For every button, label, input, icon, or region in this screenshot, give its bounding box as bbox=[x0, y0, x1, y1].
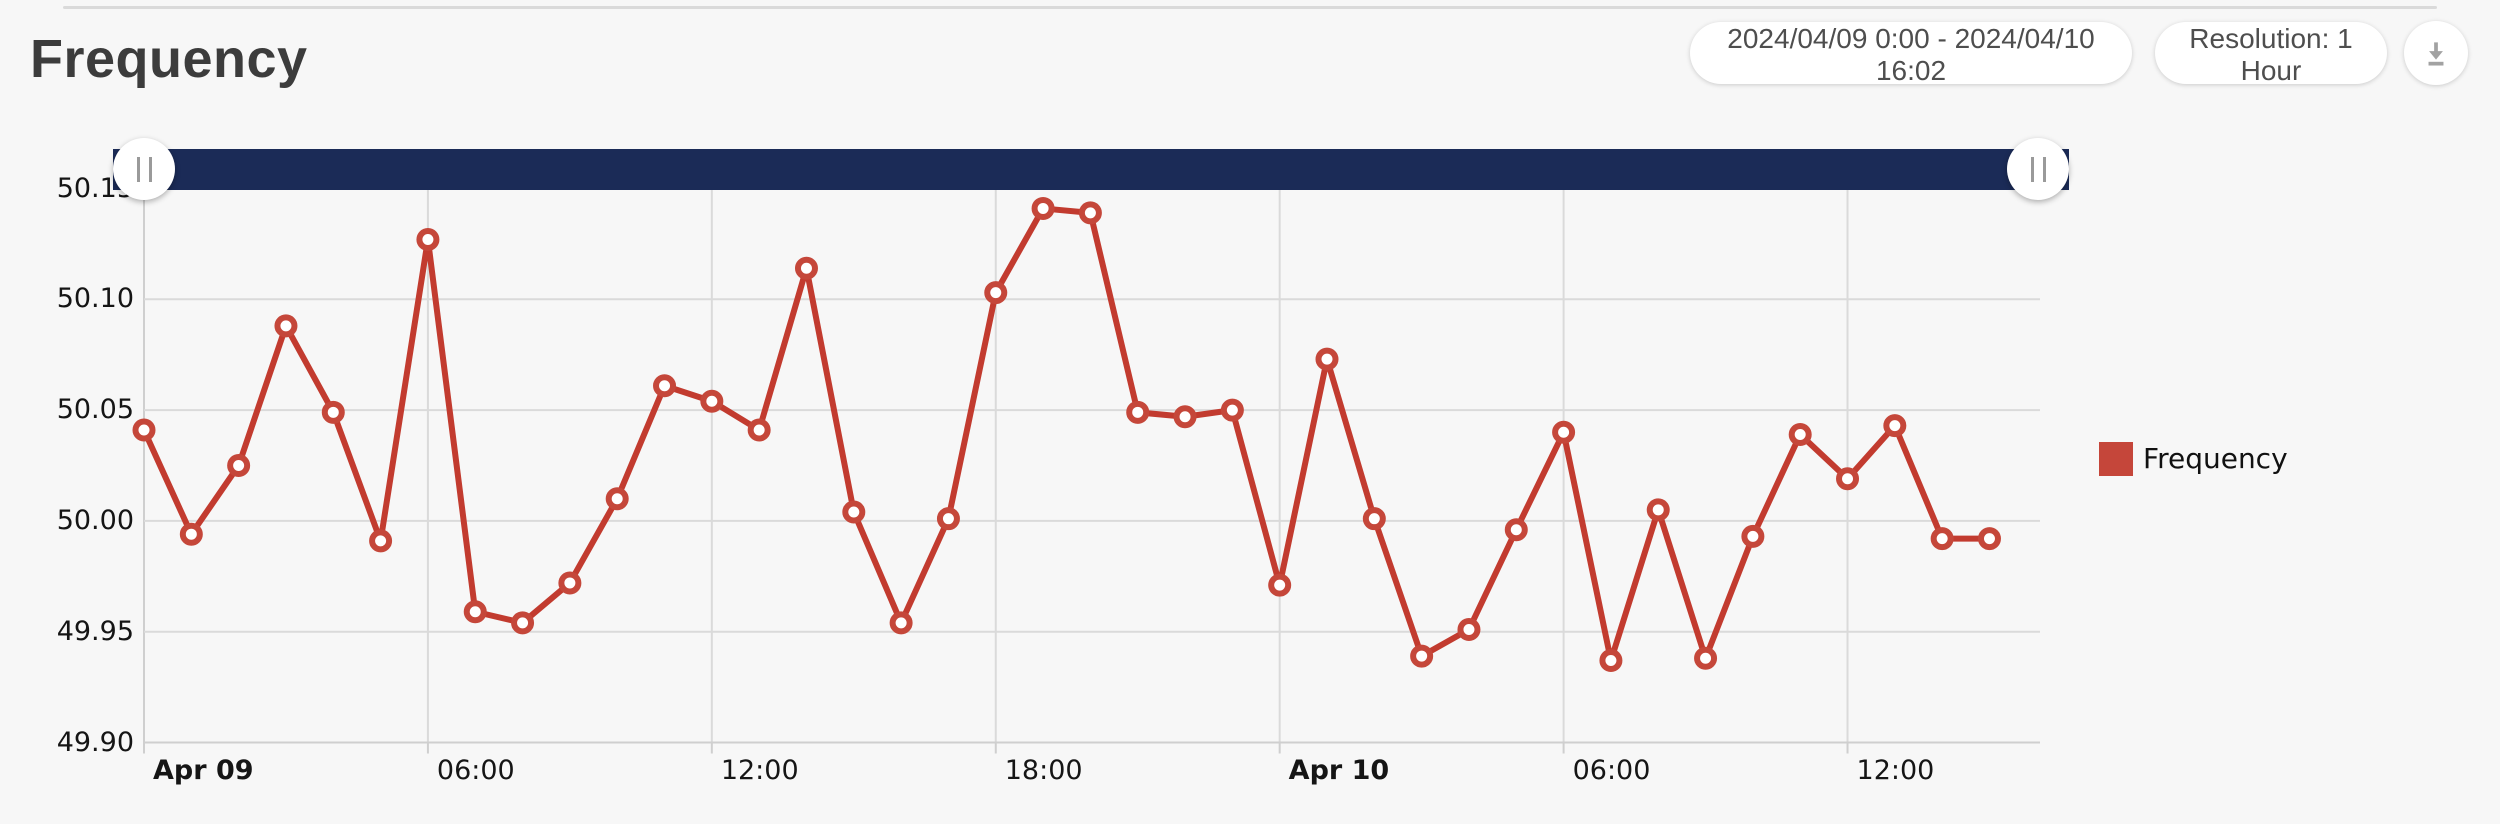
data-point-marker[interactable] bbox=[369, 529, 393, 553]
x-axis-label: Apr 10 bbox=[1288, 755, 1390, 786]
data-point-marker[interactable] bbox=[700, 389, 724, 413]
data-point-marker[interactable] bbox=[747, 418, 771, 442]
legend-label: Frequency bbox=[2143, 442, 2288, 475]
data-point-marker[interactable] bbox=[1268, 573, 1292, 597]
y-axis-label: 49.90 bbox=[56, 726, 134, 758]
date-range-button[interactable]: 2024/04/09 0:00 - 2024/04/10 16:02 bbox=[1690, 22, 2132, 86]
data-point-marker[interactable] bbox=[842, 500, 866, 524]
grip-icon bbox=[2030, 156, 2046, 182]
data-point-marker[interactable] bbox=[416, 227, 440, 251]
download-icon bbox=[2428, 42, 2444, 66]
data-point-marker[interactable] bbox=[132, 418, 156, 442]
data-point-marker[interactable] bbox=[1552, 420, 1576, 444]
resolution-button[interactable]: Resolution: 1 Hour bbox=[2155, 22, 2387, 86]
x-axis-label: 12:00 bbox=[1856, 755, 1935, 786]
range-handle-right[interactable] bbox=[2007, 138, 2069, 200]
data-point-marker[interactable] bbox=[1599, 649, 1623, 673]
data-point-marker[interactable] bbox=[1315, 347, 1339, 371]
data-point-marker[interactable] bbox=[794, 256, 818, 280]
data-point-marker[interactable] bbox=[1741, 524, 1765, 548]
x-axis-label: 06:00 bbox=[436, 755, 515, 786]
data-point-marker[interactable] bbox=[1694, 646, 1718, 670]
y-axis-label: 49.95 bbox=[56, 615, 134, 647]
data-point-marker[interactable] bbox=[1457, 617, 1481, 641]
download-button[interactable] bbox=[2404, 21, 2468, 85]
x-axis-label: 12:00 bbox=[720, 755, 799, 786]
data-point-marker[interactable] bbox=[1078, 201, 1102, 225]
panel-top-border bbox=[63, 6, 2437, 9]
data-point-marker[interactable] bbox=[321, 400, 345, 424]
data-point-marker[interactable] bbox=[1883, 414, 1907, 438]
data-point-marker[interactable] bbox=[1977, 527, 2001, 551]
legend-item-frequency[interactable]: Frequency bbox=[2099, 442, 2288, 476]
data-point-marker[interactable] bbox=[274, 314, 298, 338]
data-point-marker[interactable] bbox=[1031, 196, 1055, 220]
data-point-marker[interactable] bbox=[1220, 398, 1244, 422]
x-axis-label: Apr 09 bbox=[153, 755, 254, 786]
data-point-marker[interactable] bbox=[889, 611, 913, 635]
data-point-marker[interactable] bbox=[984, 281, 1008, 305]
frequency-line-series[interactable] bbox=[141, 205, 1993, 664]
range-selector-bar[interactable] bbox=[113, 149, 2069, 190]
data-point-marker[interactable] bbox=[1836, 467, 1860, 491]
y-axis-label: 50.10 bbox=[56, 283, 134, 315]
data-point-marker[interactable] bbox=[511, 611, 535, 635]
data-point-marker[interactable] bbox=[558, 571, 582, 595]
data-point-marker[interactable] bbox=[605, 487, 629, 511]
data-point-marker[interactable] bbox=[1646, 498, 1670, 522]
grip-icon bbox=[136, 156, 152, 182]
data-point-marker[interactable] bbox=[179, 522, 203, 546]
legend-swatch-icon bbox=[2099, 442, 2133, 476]
y-axis-label: 50.00 bbox=[56, 504, 134, 536]
data-point-marker[interactable] bbox=[463, 600, 487, 624]
x-axis-label: 06:00 bbox=[1572, 755, 1651, 786]
data-point-marker[interactable] bbox=[1173, 405, 1197, 429]
data-point-marker[interactable] bbox=[653, 374, 677, 398]
data-point-marker[interactable] bbox=[1362, 507, 1386, 531]
data-point-marker[interactable] bbox=[1504, 518, 1528, 542]
data-point-marker[interactable] bbox=[227, 454, 251, 477]
range-handle-left[interactable] bbox=[113, 138, 175, 200]
page-title: Frequency bbox=[30, 29, 308, 89]
y-axis-label: 50.05 bbox=[56, 394, 134, 426]
data-point-marker[interactable] bbox=[1930, 527, 1954, 551]
data-point-marker[interactable] bbox=[1410, 644, 1434, 668]
data-point-marker[interactable] bbox=[1126, 400, 1150, 424]
data-point-marker[interactable] bbox=[936, 507, 960, 531]
x-axis-label: 18:00 bbox=[1004, 755, 1083, 786]
data-point-marker[interactable] bbox=[1788, 422, 1812, 446]
